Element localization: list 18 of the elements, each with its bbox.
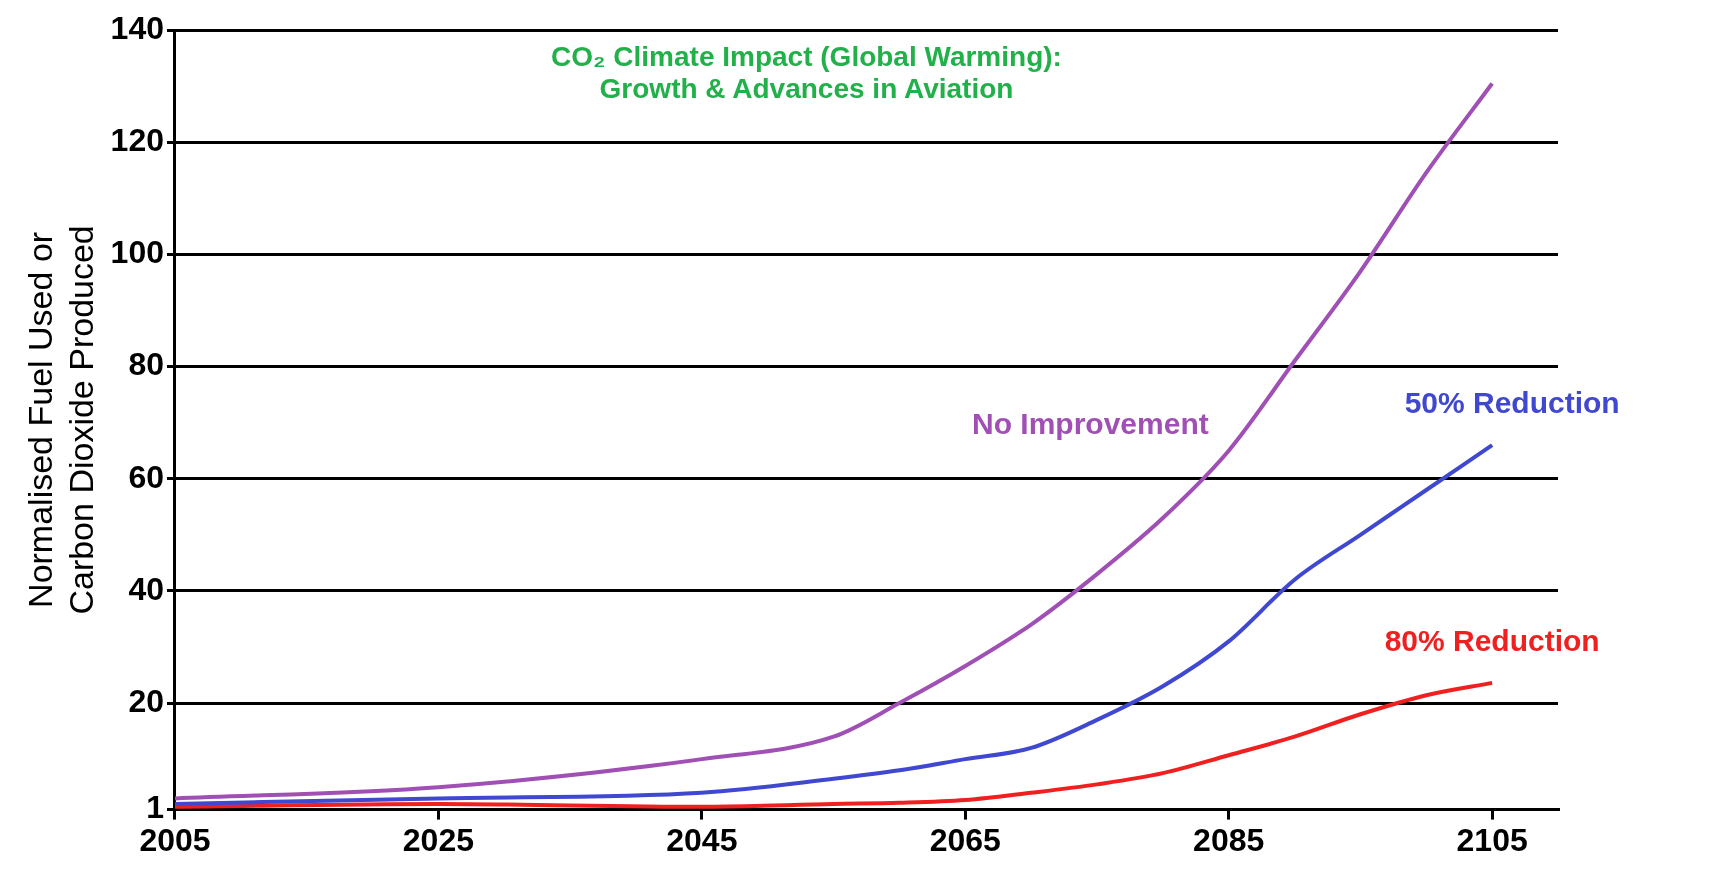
line-series [174,680,1495,809]
x-tick-label: 2025 [402,821,475,858]
y-tick-label: 100 [110,234,164,271]
series-label: 50% Reduction [1404,386,1620,420]
series-label: 80% Reduction [1384,624,1600,658]
y-tick-label: 140 [110,10,164,47]
x-tick-label: 2045 [666,821,738,858]
y-axis-title: Normalised Fuel Used or Carbon Dioxide Produced [20,225,100,615]
x-tick-label: 2065 [929,821,1001,858]
text: CO₂ Climate Impact (Global Warming): Growth & Advances in Aviation [551,40,1062,104]
y-tick-label: 20 [128,682,164,719]
y-tick-label: 60 [128,458,164,495]
x-tick-label: 2105 [1456,821,1528,858]
series-label: No Improvement [971,407,1209,441]
y-tick-label: 80 [128,346,164,383]
y-tick-label: 40 [128,570,164,607]
x-tick-label: 2085 [1193,821,1265,858]
y-tick-label: 120 [110,122,164,159]
